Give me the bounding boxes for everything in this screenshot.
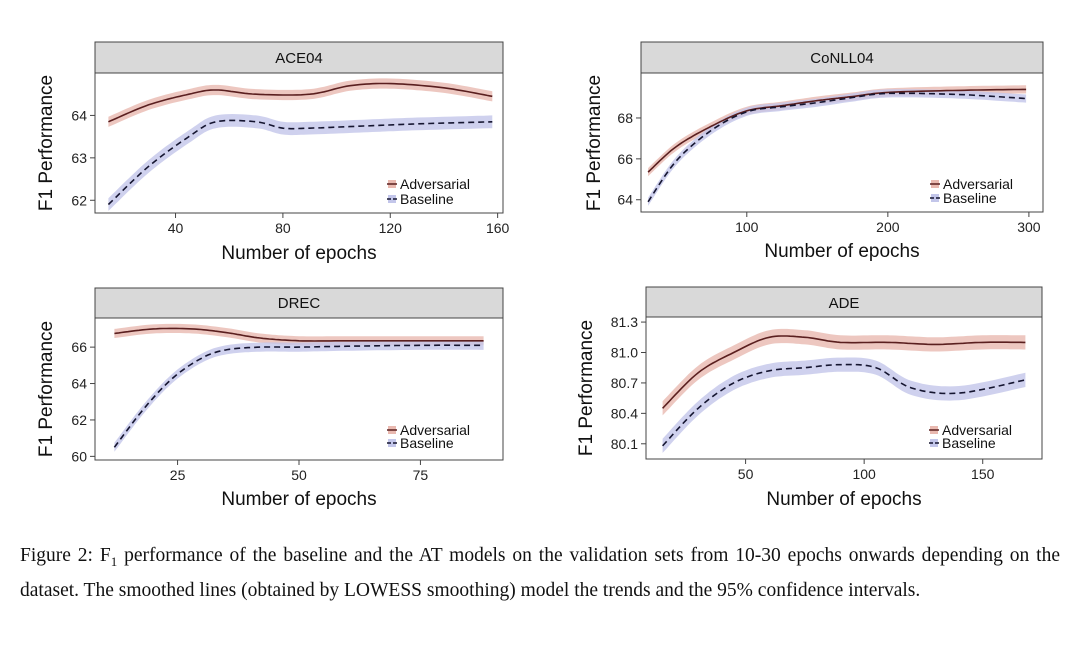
confidence-band-adversarial bbox=[662, 328, 1026, 416]
panel-title: DREC bbox=[278, 295, 321, 312]
y-tick-label: 64 bbox=[617, 192, 633, 208]
x-tick-label: 150 bbox=[971, 466, 995, 482]
panel-header bbox=[640, 41, 1044, 74]
x-tick-label: 100 bbox=[735, 219, 759, 235]
caption-label: Figure 2: bbox=[20, 545, 93, 566]
series-line-adversarial bbox=[108, 82, 493, 123]
panel-ace04: ACE04 40 80 120 160 62 63 64 Adversarial Base… bbox=[36, 41, 510, 264]
confidence-band-baseline bbox=[108, 114, 493, 211]
y-tick-label: 80.7 bbox=[611, 375, 638, 391]
x-tick-label: 40 bbox=[168, 220, 184, 236]
y-tick-label: 81.0 bbox=[611, 345, 638, 361]
x-tick-label: 25 bbox=[170, 467, 186, 483]
series-line-baseline bbox=[662, 363, 1026, 447]
series-line-adversarial bbox=[647, 88, 1027, 173]
y-tick-label: 80.4 bbox=[611, 405, 638, 421]
x-tick-label: 120 bbox=[379, 220, 403, 236]
confidence-band-baseline bbox=[662, 357, 1026, 453]
y-tick-label: 63 bbox=[71, 150, 87, 166]
y-tick-label: 66 bbox=[71, 339, 87, 355]
x-tick-label: 80 bbox=[275, 220, 291, 236]
y-axis-label: F1 Performance bbox=[36, 75, 57, 211]
figure-caption: Figure 2: F1 performance of the baseline… bbox=[20, 541, 1060, 605]
legend-adversarial-label: Adversarial bbox=[400, 176, 470, 192]
panel-drec: DREC 25 50 75 60 62 64 66 Adversarial Baselin… bbox=[36, 287, 504, 510]
legend-baseline-swatch bbox=[931, 194, 939, 202]
legend: Adversarial Baseline bbox=[930, 176, 1013, 206]
y-tick-label: 62 bbox=[71, 192, 87, 208]
x-tick-label: 50 bbox=[738, 466, 754, 482]
series-line-baseline bbox=[107, 119, 493, 206]
panel-title: ADE bbox=[829, 295, 860, 312]
legend-baseline-label: Baseline bbox=[942, 435, 996, 451]
panel-title: CoNLL04 bbox=[810, 50, 873, 67]
y-axis-label: F1 Performance bbox=[584, 75, 605, 211]
y-tick-label: 62 bbox=[71, 412, 87, 428]
series-line-adversarial bbox=[114, 327, 484, 342]
x-tick-label: 200 bbox=[876, 219, 900, 235]
x-tick-label: 100 bbox=[852, 466, 876, 482]
legend-adversarial-label: Adversarial bbox=[943, 176, 1013, 192]
x-axis-label: Number of epochs bbox=[766, 489, 921, 510]
legend: Adversarial Baseline bbox=[387, 176, 470, 207]
legend-baseline-swatch bbox=[388, 439, 396, 447]
series-line-adversarial bbox=[662, 335, 1026, 409]
x-tick-label: 50 bbox=[291, 467, 307, 483]
panel-header bbox=[645, 286, 1043, 318]
y-tick-label: 81.3 bbox=[611, 314, 638, 330]
caption-subscript: 1 bbox=[110, 553, 118, 569]
legend-baseline-swatch bbox=[930, 439, 938, 447]
legend-adversarial-label: Adversarial bbox=[942, 422, 1012, 438]
panel-title: ACE04 bbox=[275, 50, 323, 67]
y-tick-label: 80.1 bbox=[611, 436, 638, 452]
series-line-baseline bbox=[113, 344, 484, 448]
x-tick-label: 160 bbox=[486, 220, 510, 236]
y-axis-label: F1 Performance bbox=[36, 321, 57, 457]
y-axis-label: F1 Performance bbox=[576, 320, 597, 456]
legend-adversarial-label: Adversarial bbox=[400, 422, 470, 438]
panel-conll04: CoNLL04 100 200 300 64 66 68 Adversarial Bas… bbox=[584, 41, 1044, 262]
x-axis-label: Number of epochs bbox=[764, 241, 919, 262]
legend-baseline-label: Baseline bbox=[943, 190, 997, 206]
legend: Adversarial Baseline bbox=[387, 422, 470, 451]
figure: ACE04 40 80 120 160 62 63 64 Adversarial Base… bbox=[36, 41, 1044, 510]
panel-header bbox=[94, 41, 504, 74]
x-tick-label: 75 bbox=[413, 467, 429, 483]
y-tick-label: 66 bbox=[617, 151, 633, 167]
x-axis-label: Number of epochs bbox=[221, 489, 376, 510]
y-tick-label: 68 bbox=[617, 110, 633, 126]
legend-baseline-swatch bbox=[388, 195, 396, 203]
legend-baseline-label: Baseline bbox=[400, 191, 454, 207]
y-tick-label: 64 bbox=[71, 376, 87, 392]
legend: Adversarial Baseline bbox=[929, 422, 1012, 451]
x-tick-label: 300 bbox=[1017, 219, 1041, 235]
y-tick-label: 60 bbox=[71, 448, 87, 464]
panel-ade: ADE 50 100 150 80.1 80.4 80.7 81.0 81.3 Advers… bbox=[576, 286, 1043, 510]
caption-text: performance of the baseline and the AT m… bbox=[20, 545, 1060, 601]
x-axis-label: Number of epochs bbox=[221, 243, 376, 264]
caption-f: F bbox=[99, 545, 111, 566]
y-tick-label: 64 bbox=[71, 107, 87, 123]
legend-baseline-label: Baseline bbox=[400, 435, 454, 451]
series-line-baseline bbox=[647, 92, 1027, 203]
